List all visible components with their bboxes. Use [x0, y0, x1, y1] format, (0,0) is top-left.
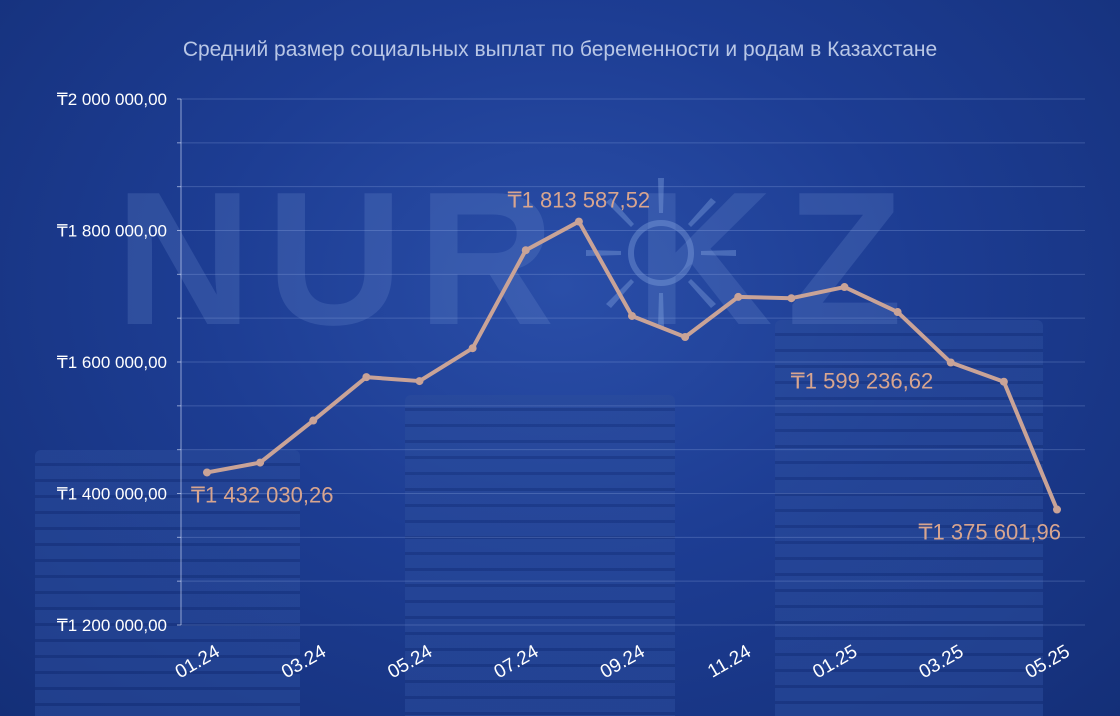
coin-stack-right [775, 320, 1043, 716]
y-tick-label: ₸1 800 000,00 [57, 222, 167, 241]
y-tick-label: ₸1 200 000,00 [57, 616, 167, 635]
x-tick-label: 01.25 [809, 641, 861, 683]
data-label: ₸1 432 030,26 [191, 482, 333, 507]
data-point [415, 377, 424, 386]
x-tick-label: 01.24 [172, 641, 224, 683]
data-point [362, 373, 371, 382]
y-tick-label: ₸1 600 000,00 [57, 353, 167, 372]
data-label: ₸1 599 236,62 [791, 369, 933, 394]
data-point [787, 294, 796, 303]
series-line [205, 219, 1059, 512]
data-label: ₸1 813 587,52 [508, 188, 650, 213]
data-point [734, 292, 743, 301]
axes [177, 98, 182, 626]
x-tick-label: 11.24 [704, 641, 755, 682]
coin-stack-left [35, 450, 300, 716]
sun-icon [586, 178, 736, 328]
data-point [309, 416, 318, 425]
data-point [203, 468, 211, 477]
x-tick-label: 07.24 [491, 641, 543, 683]
data-labels: ₸1 432 030,26 ₸1 813 587,52 ₸1 599 236,62 ₸… [191, 188, 1061, 545]
data-point [468, 344, 477, 353]
x-tick-label: 03.24 [278, 641, 330, 683]
data-point [840, 283, 849, 292]
coin-stack-middle [405, 395, 675, 716]
data-point [999, 377, 1008, 386]
data-point [256, 458, 265, 467]
x-tick-label: 09.24 [597, 641, 649, 683]
grid-lines [181, 98, 1085, 626]
data-point [681, 333, 690, 342]
data-label: ₸1 375 601,96 [919, 520, 1061, 545]
y-tick-label: ₸1 400 000,00 [57, 485, 167, 504]
chart-title: Средний размер социальных выплат по бере… [182, 38, 938, 61]
y-tick-label: ₸2 000 000,00 [57, 90, 167, 109]
x-tick-label: 03.25 [916, 641, 968, 683]
data-point [893, 308, 902, 317]
data-point [628, 311, 636, 320]
watermark-logo: NUR KZ [115, 153, 917, 365]
data-series [203, 217, 1061, 514]
data-point [521, 246, 530, 255]
x-tick-labels: 01.24 03.24 05.24 07.24 09.24 11.24 01.25 03.25… [172, 641, 1074, 683]
y-tick-labels: ₸1 200 000,00 ₸1 400 000,00 ₸1 600 000,00 ₸… [57, 90, 167, 635]
data-point [574, 217, 583, 226]
x-tick-label: 05.25 [1022, 641, 1074, 683]
data-point [946, 358, 955, 367]
data-point [1053, 505, 1061, 514]
x-tick-label: 05.24 [384, 641, 436, 683]
